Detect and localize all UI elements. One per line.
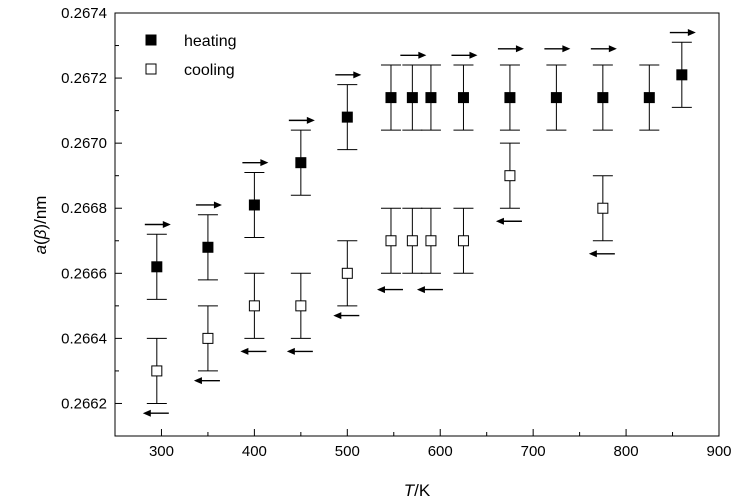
data-point-heating bbox=[248, 199, 260, 211]
data-point-heating bbox=[151, 261, 163, 273]
y-tick-label: 0.2662 bbox=[61, 395, 107, 412]
data-point-heating bbox=[457, 92, 469, 104]
series-cooling bbox=[142, 142, 615, 417]
data-point-cooling bbox=[457, 235, 469, 247]
data-point-cooling bbox=[406, 235, 418, 247]
arrow-right-icon bbox=[400, 51, 427, 59]
data-point-heating bbox=[676, 69, 688, 81]
data-point-heating bbox=[550, 92, 562, 104]
legend-label-heating: heating bbox=[184, 33, 237, 50]
arrow-right-icon bbox=[242, 159, 269, 167]
arrow-right-icon bbox=[451, 51, 478, 59]
axis-ticks bbox=[114, 12, 720, 436]
y-axis-title-phase: β bbox=[31, 229, 50, 240]
data-point-heating bbox=[643, 92, 655, 104]
data-point-heating bbox=[504, 92, 516, 104]
series-heating bbox=[144, 29, 696, 300]
arrow-right-icon bbox=[669, 29, 696, 37]
plot-frame bbox=[114, 12, 720, 437]
y-tick-label: 0.2668 bbox=[61, 200, 107, 217]
y-axis-title-unit: )/nm bbox=[31, 196, 50, 230]
y-tick-label: 0.2664 bbox=[61, 330, 107, 347]
legend-marker-cooling bbox=[145, 63, 157, 75]
x-tick-label: 800 bbox=[614, 443, 639, 460]
data-point-cooling bbox=[248, 300, 260, 312]
data-point-cooling bbox=[151, 365, 163, 377]
legend: heating cooling bbox=[145, 33, 237, 79]
x-tick-label: 700 bbox=[521, 443, 546, 460]
arrow-right-icon bbox=[288, 116, 315, 124]
y-tick-labels: 0.2662 0.2664 0.2666 0.2668 0.2670 0.2672 0.26… bbox=[61, 5, 107, 412]
arrow-left-icon bbox=[286, 347, 313, 355]
legend-marker-heating bbox=[145, 34, 157, 46]
y-tick-label: 0.2674 bbox=[61, 5, 107, 22]
data-point-heating bbox=[597, 92, 609, 104]
data-point-cooling bbox=[597, 202, 609, 214]
series-layer bbox=[142, 29, 696, 417]
data-point-heating bbox=[385, 92, 397, 104]
data-point-heating bbox=[425, 92, 437, 104]
x-tick-label: 400 bbox=[242, 443, 267, 460]
y-axis-title: a(β)/nm bbox=[31, 196, 50, 255]
x-axis-title-symbol: T bbox=[404, 481, 416, 500]
x-axis-title: T/K bbox=[404, 481, 431, 500]
y-axis-title-paren: ( bbox=[31, 239, 50, 245]
arrow-left-icon bbox=[376, 286, 403, 294]
data-point-cooling bbox=[385, 235, 397, 247]
data-point-cooling bbox=[202, 332, 214, 344]
data-point-cooling bbox=[504, 170, 516, 182]
arrow-left-icon bbox=[240, 347, 267, 355]
arrow-right-icon bbox=[144, 221, 171, 228]
arrow-left-icon bbox=[142, 409, 169, 417]
data-point-cooling bbox=[341, 267, 353, 279]
data-point-heating bbox=[202, 241, 214, 253]
legend-label-cooling: cooling bbox=[184, 62, 235, 79]
x-tick-label: 600 bbox=[428, 443, 453, 460]
data-point-heating bbox=[341, 111, 353, 123]
x-tick-labels: 300 400 500 600 700 800 900 bbox=[149, 443, 732, 460]
data-point-cooling bbox=[295, 300, 307, 312]
arrow-left-icon bbox=[333, 312, 360, 320]
arrow-right-icon bbox=[497, 45, 524, 53]
arrow-right-icon bbox=[590, 45, 617, 53]
arrow-left-icon bbox=[495, 217, 522, 225]
y-tick-label: 0.2666 bbox=[61, 265, 107, 282]
x-tick-label: 300 bbox=[149, 443, 174, 460]
x-tick-label: 900 bbox=[706, 443, 731, 460]
arrow-left-icon bbox=[416, 286, 443, 294]
y-tick-label: 0.2672 bbox=[61, 70, 107, 87]
y-axis-title-symbol: a bbox=[31, 245, 50, 254]
arrow-right-icon bbox=[195, 201, 222, 209]
arrow-right-icon bbox=[335, 71, 362, 79]
data-point-heating bbox=[295, 157, 307, 169]
x-tick-label: 500 bbox=[335, 443, 360, 460]
data-point-cooling bbox=[425, 235, 437, 247]
arrow-left-icon bbox=[193, 377, 220, 385]
arrow-right-icon bbox=[544, 45, 571, 53]
data-point-heating bbox=[406, 92, 418, 104]
arrow-left-icon bbox=[588, 250, 615, 258]
y-tick-label: 0.2670 bbox=[61, 135, 107, 152]
x-axis-title-unit: /K bbox=[414, 481, 431, 500]
